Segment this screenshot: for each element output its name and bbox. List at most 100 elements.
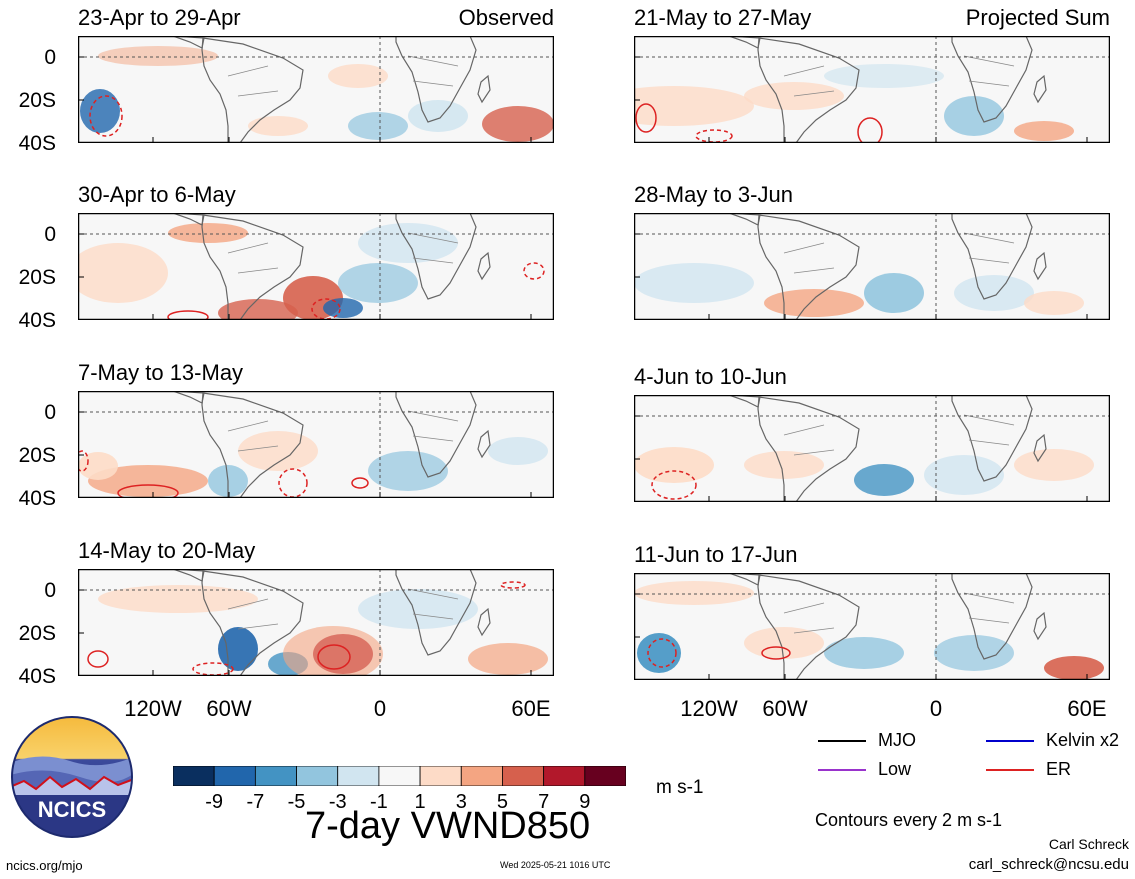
x-tick-label: 60W [206, 696, 252, 721]
anomaly-shading [88, 465, 208, 497]
anomaly-shading [864, 273, 924, 313]
colorbar-tick-label: -3 [328, 791, 347, 813]
anomaly-shading [854, 464, 914, 496]
x-tick-label: 0 [373, 696, 387, 721]
anomaly-shading [283, 626, 383, 676]
anomaly-shading [328, 64, 388, 88]
anomaly-shading [634, 263, 754, 303]
y-tick-label: 20S [18, 266, 56, 289]
map-panel-proj-4: 11-Jun to 17-Jun [634, 544, 1110, 680]
coastline [1033, 74, 1047, 104]
coastline [201, 570, 304, 676]
colorbar-tick-label: -5 [287, 791, 306, 813]
anomaly-shading [634, 86, 754, 126]
coastline [1033, 433, 1047, 463]
observed-label: Observed [458, 5, 554, 30]
map-canvas [78, 569, 554, 676]
projected-sum-label: Projected Sum [965, 5, 1110, 30]
map-canvas [634, 395, 1110, 502]
colorbar-swatch [543, 766, 586, 786]
map-panel-proj-1: 21-May to 27-May Projected Sum [634, 7, 1110, 143]
low-line-swatch [818, 769, 866, 772]
colorbar-tick-label: -1 [370, 791, 388, 813]
coastline [477, 251, 491, 281]
map-panel-obs-1: 23-Apr to 29-Apr Observed [78, 7, 554, 143]
kelvin-line-swatch [986, 740, 1034, 743]
coastline [757, 574, 860, 680]
legend-er: ER [986, 759, 1071, 779]
x-tick-label: 120W [124, 696, 182, 721]
map-panel-obs-3: 7-May to 13-May [78, 362, 554, 498]
anomaly-shading [954, 275, 1034, 311]
coastline [201, 392, 304, 498]
y-tick-label: 40S [18, 487, 56, 510]
legend-mjo-label: MJO [878, 730, 916, 750]
anomaly-shading [348, 112, 408, 140]
coastline [395, 213, 477, 300]
anomaly-shading [488, 437, 548, 465]
anomaly-shading [218, 299, 298, 320]
er-contour [761, 646, 791, 660]
y-tick-label: 40S [18, 132, 56, 155]
panel-date-label: 7-May to 13-May [78, 360, 244, 385]
er-contour [523, 262, 545, 280]
x-tick-label: 60E [511, 696, 551, 721]
anomaly-shading [824, 637, 904, 669]
x-tick-label: 60E [1067, 696, 1107, 721]
coastline [951, 395, 1033, 482]
colorbar-tick-label: 1 [414, 791, 426, 813]
anomaly-shading [408, 100, 468, 132]
y-tick-label: 0 [44, 223, 56, 246]
colorbar-swatch [173, 766, 215, 786]
colorbar-swatch [254, 766, 297, 786]
er-contour [317, 644, 351, 670]
coastline [477, 607, 491, 637]
legend-low: Low [818, 759, 911, 779]
panel-date-label: 30-Apr to 6-May [78, 182, 236, 207]
anomaly-shading [637, 633, 681, 673]
anomaly-shading [468, 643, 548, 675]
coastline [757, 37, 860, 143]
panel-date-label: 11-Jun to 17-Jun [634, 542, 798, 567]
anomaly-shading [80, 89, 120, 133]
map-panel-proj-2: 28-May to 3-Jun [634, 184, 1110, 320]
er-contour [647, 638, 677, 668]
coastline [477, 74, 491, 104]
author-name: Carl Schreck [1048, 836, 1129, 852]
anomaly-shading [934, 635, 1014, 671]
panel-date-label: 4-Jun to 10-Jun [634, 364, 787, 389]
colorbar-swatch [460, 766, 503, 786]
anomaly-shading [368, 451, 448, 491]
colorbar-tick-label: 9 [579, 791, 591, 813]
legend-mjo: MJO [818, 730, 916, 750]
x-tick-label: 0 [929, 696, 943, 721]
panel-date-label: 21-May to 27-May [634, 5, 812, 30]
er-contour [857, 117, 883, 143]
anomaly-shading [1024, 291, 1084, 315]
colorbar-swatch [378, 766, 421, 786]
er-contour [311, 298, 341, 320]
er-contour [500, 581, 526, 589]
site-url: ncics.org/mjo [6, 858, 83, 873]
coastline [395, 36, 477, 123]
coastline [757, 396, 860, 502]
er-contour [167, 310, 209, 320]
map-panel-obs-4: 14-May to 20-May [78, 540, 554, 676]
coastline [201, 214, 304, 320]
y-tick-label: 0 [44, 401, 56, 424]
colorbar [173, 766, 626, 786]
y-tick-label: 20S [18, 622, 56, 645]
y-tick-label: 0 [44, 579, 56, 602]
coastline [951, 213, 1033, 300]
map-canvas [78, 213, 554, 320]
legend-low-label: Low [878, 759, 912, 779]
colorbar-tick-label: 3 [455, 791, 467, 813]
y-tick-label: 0 [44, 46, 56, 69]
anomaly-shading [634, 447, 714, 483]
timestamp: Wed 2025-05-21 1016 UTC [500, 860, 611, 870]
legend-kelvin: Kelvin x2 [986, 730, 1119, 750]
coastline [395, 569, 477, 656]
er-line-swatch [986, 769, 1034, 772]
anomaly-shading [1044, 656, 1104, 680]
contours-note: Contours every 2 m s-1 [815, 810, 1003, 830]
